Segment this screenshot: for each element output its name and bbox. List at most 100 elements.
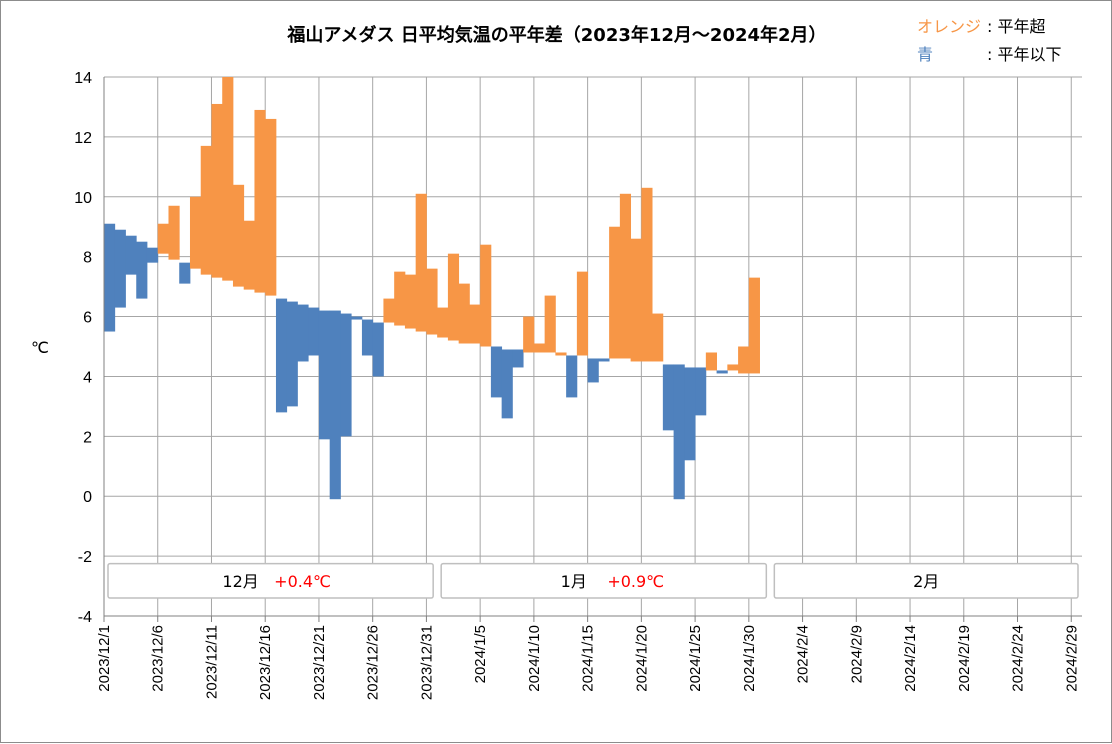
x-tick-label: 2024/1/20 bbox=[633, 625, 650, 692]
bar-below-normal bbox=[512, 349, 524, 368]
y-tick-label: -4 bbox=[78, 609, 92, 626]
x-tick-label: 2023/12/26 bbox=[365, 625, 382, 700]
x-tick-label: 2024/2/29 bbox=[1063, 625, 1080, 692]
legend-below-desc: : 平年以下 bbox=[987, 45, 1061, 64]
bar-above-normal bbox=[200, 145, 212, 275]
y-tick-label: 8 bbox=[83, 250, 92, 267]
chart-title: 福山アメダス 日平均気温の平年差（2023年12月～2024年2月） bbox=[286, 24, 826, 46]
bar-above-normal bbox=[447, 253, 460, 341]
y-tick-label: 6 bbox=[83, 310, 92, 327]
month-box bbox=[773, 562, 1079, 599]
bar-below-normal bbox=[340, 313, 352, 437]
month-boxes: 12月 +0.4℃ 1月 +0.9℃ 2月 bbox=[107, 562, 1079, 599]
bar-above-normal bbox=[426, 268, 438, 335]
x-tick-label: 2023/12/21 bbox=[311, 625, 328, 700]
bar-above-normal bbox=[544, 295, 556, 353]
legend-above-label: オレンジ bbox=[917, 17, 981, 36]
x-tick-label: 2024/1/25 bbox=[687, 625, 704, 692]
bar-above-normal bbox=[394, 271, 406, 326]
legend: オレンジ : 平年超 青 : 平年以下 bbox=[917, 17, 1061, 64]
legend-below-label: 青 bbox=[917, 45, 933, 64]
bar-below-normal bbox=[716, 370, 728, 374]
bar-below-normal bbox=[114, 229, 126, 308]
x-tick-label: 2024/1/5 bbox=[472, 625, 489, 683]
bar-above-normal bbox=[641, 187, 653, 362]
y-tick-label: 4 bbox=[83, 369, 92, 386]
x-tick-label: 2024/2/14 bbox=[902, 625, 919, 692]
legend-above-desc: : 平年超 bbox=[987, 17, 1045, 36]
x-tick-label: 2024/2/24 bbox=[1010, 625, 1027, 692]
bar-below-normal bbox=[587, 358, 599, 383]
bar-above-normal bbox=[523, 316, 535, 353]
bar-below-normal bbox=[318, 310, 331, 440]
bar-below-normal bbox=[598, 358, 610, 362]
bar-above-normal bbox=[404, 274, 417, 329]
bar-below-normal bbox=[125, 235, 137, 275]
bar-below-normal bbox=[104, 223, 116, 332]
bar-below-normal bbox=[490, 346, 503, 398]
bar-below-normal bbox=[329, 310, 341, 500]
bar-above-normal bbox=[157, 223, 169, 254]
bar-below-normal bbox=[146, 247, 159, 263]
bar-below-normal bbox=[566, 355, 578, 398]
bar-below-normal bbox=[308, 307, 320, 356]
bar-below-normal bbox=[297, 304, 309, 362]
bar-above-normal bbox=[243, 220, 255, 290]
bar-above-normal bbox=[469, 304, 481, 344]
x-tick-label: 2023/12/1 bbox=[96, 625, 113, 692]
x-tick-label: 2024/1/30 bbox=[741, 625, 758, 692]
bars bbox=[104, 77, 760, 500]
bar-above-normal bbox=[652, 313, 664, 362]
bar-above-normal bbox=[189, 196, 202, 269]
bar-below-normal bbox=[286, 301, 298, 407]
y-tick-label: 2 bbox=[83, 429, 92, 446]
month-label: 12月 bbox=[222, 572, 258, 591]
x-tick-label: 2024/2/4 bbox=[795, 625, 812, 683]
bar-above-normal bbox=[383, 298, 395, 323]
bar-above-normal bbox=[480, 244, 492, 347]
bar-below-normal bbox=[136, 241, 148, 299]
bar-above-normal bbox=[415, 193, 427, 332]
bar-above-normal bbox=[727, 364, 739, 371]
bar-above-normal bbox=[576, 271, 589, 356]
x-tick-label: 2024/1/10 bbox=[526, 625, 543, 692]
bar-above-normal bbox=[222, 77, 234, 281]
bar-above-normal bbox=[555, 352, 567, 356]
axes: -4 -2 0 2 4 6 8 10 12 14 2023/12/1 2023/12/6 2023/12… bbox=[74, 70, 1082, 700]
bar-below-normal bbox=[501, 349, 513, 419]
bar-above-normal bbox=[705, 352, 717, 371]
y-axis-label: ℃ bbox=[31, 340, 49, 357]
bar-above-normal bbox=[232, 184, 245, 287]
x-tick-label: 2023/12/16 bbox=[257, 625, 274, 700]
x-tick-label: 2023/12/6 bbox=[150, 625, 167, 692]
y-tick-label: -2 bbox=[78, 549, 92, 566]
y-tick-label: 14 bbox=[74, 70, 92, 87]
bar-below-normal bbox=[673, 364, 685, 500]
bar-above-normal bbox=[619, 193, 632, 359]
bar-above-normal bbox=[630, 238, 642, 362]
bar-below-normal bbox=[695, 367, 707, 416]
y-tick-label: 12 bbox=[74, 130, 92, 147]
month-diff: +0.9℃ bbox=[607, 572, 664, 591]
bar-above-normal bbox=[437, 307, 449, 338]
month-diff: +0.4℃ bbox=[274, 572, 331, 591]
month-box bbox=[107, 562, 434, 599]
bar-below-normal bbox=[684, 367, 696, 461]
x-tick-label: 2024/2/19 bbox=[956, 625, 973, 692]
bar-above-normal bbox=[748, 277, 760, 374]
bar-below-normal bbox=[351, 316, 363, 320]
bar-above-normal bbox=[533, 343, 546, 353]
bar-below-normal bbox=[372, 322, 384, 377]
month-label: 1月 bbox=[561, 572, 587, 591]
bar-above-normal bbox=[254, 109, 266, 293]
x-tick-label: 2023/12/31 bbox=[418, 625, 435, 700]
bar-above-normal bbox=[738, 346, 750, 374]
y-tick-label: 10 bbox=[74, 190, 92, 207]
y-tick-label: 0 bbox=[83, 489, 92, 506]
x-tick-label: 2024/2/9 bbox=[848, 625, 865, 683]
month-label: 2月 bbox=[913, 572, 939, 591]
x-tick-label: 2024/1/15 bbox=[580, 625, 597, 692]
bar-above-normal bbox=[265, 118, 277, 296]
